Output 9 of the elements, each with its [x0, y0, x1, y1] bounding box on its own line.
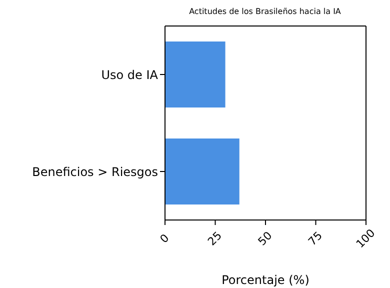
chart-title: Actitudes de los Brasileños hacia la IA [189, 7, 342, 16]
x-tick-label: 50 [256, 229, 275, 248]
y-tick-label: Uso de IA [101, 68, 159, 82]
x-tick-label: 100 [354, 226, 378, 251]
x-tick-label: 75 [306, 229, 325, 248]
x-axis-title: Porcentaje (%) [222, 273, 310, 287]
x-tick-label: 0 [158, 232, 172, 246]
y-tick-label: Beneficios > Riesgos [32, 164, 158, 179]
x-tick-label: 25 [205, 229, 224, 248]
